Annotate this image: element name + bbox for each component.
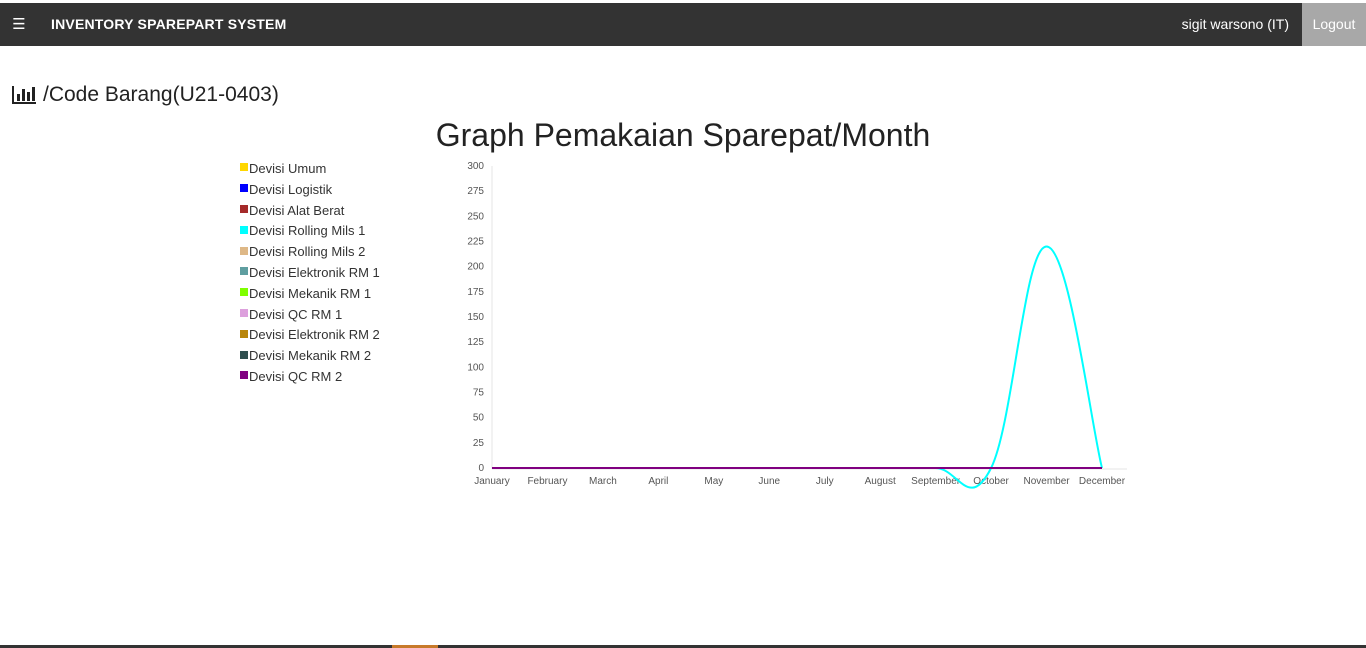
y-tick-label: 0 [478, 463, 484, 474]
y-tick-label: 300 [467, 161, 484, 172]
legend-item: Devisi QC RM 1 [240, 305, 380, 326]
legend-item: Devisi Umum [240, 159, 380, 180]
logout-button[interactable]: Logout [1302, 3, 1366, 46]
x-tick-label: December [1079, 476, 1126, 487]
x-tick-label: July [816, 476, 834, 487]
legend-swatch [240, 308, 248, 317]
x-tick-label: August [865, 476, 896, 487]
hamburger-menu-icon[interactable]: ☰ [12, 16, 26, 33]
legend-label: Devisi Alat Berat [249, 202, 345, 218]
user-name: sigit warsono (IT) [1181, 16, 1289, 32]
top-edge [0, 0, 1366, 3]
legend-item: Devisi QC RM 2 [240, 367, 380, 388]
x-tick-label: November [1023, 476, 1070, 487]
legend-item: Devisi Mekanik RM 1 [240, 284, 380, 305]
legend-swatch [240, 288, 248, 297]
y-tick-label: 125 [467, 337, 484, 348]
bar-chart-icon [12, 86, 36, 104]
y-tick-label: 250 [467, 211, 484, 222]
y-tick-label: 175 [467, 287, 484, 298]
x-tick-label: March [589, 476, 617, 487]
x-tick-label: June [758, 476, 780, 487]
legend-item: Devisi Rolling Mils 2 [240, 242, 380, 263]
legend-label: Devisi Mekanik RM 2 [249, 348, 372, 364]
legend-swatch [240, 246, 248, 255]
y-tick-label: 225 [467, 237, 484, 248]
x-tick-label: September [911, 476, 961, 487]
y-tick-label: 150 [467, 312, 484, 323]
legend-item: Devisi Elektronik RM 1 [240, 263, 380, 284]
legend-label: Devisi Elektronik RM 2 [249, 327, 380, 343]
y-tick-label: 275 [467, 186, 484, 197]
x-tick-label: April [648, 476, 668, 487]
legend-label: Devisi Rolling Mils 1 [249, 223, 366, 239]
x-tick-label: February [527, 476, 567, 487]
legend-item: Devisi Alat Berat [240, 201, 380, 222]
brand-title[interactable]: INVENTORY SPAREPART SYSTEM [51, 16, 287, 32]
legend-label: Devisi Logistik [249, 181, 333, 197]
legend-label: Devisi QC RM 1 [249, 306, 343, 322]
legend-label: Devisi Elektronik RM 1 [249, 264, 380, 280]
legend-label: Devisi Umum [249, 161, 327, 176]
legend-label: Devisi Rolling Mils 2 [249, 244, 366, 260]
legend-swatch [240, 184, 248, 193]
page-heading: /Code Barang(U21-0403) [11, 80, 279, 110]
legend-item: Devisi Elektronik RM 2 [240, 325, 380, 346]
y-tick-label: 100 [467, 362, 484, 373]
x-tick-label: October [973, 476, 1009, 487]
legend-swatch [240, 163, 248, 172]
legend-swatch [240, 204, 248, 213]
x-tick-label: January [474, 476, 510, 487]
y-tick-label: 50 [473, 413, 485, 424]
page-heading-text: /Code Barang(U21-0403) [43, 83, 279, 106]
legend-item: Devisi Mekanik RM 2 [240, 346, 380, 367]
legend-swatch [240, 225, 248, 234]
taskbar-edge [0, 645, 1366, 648]
legend-label: Devisi QC RM 2 [249, 368, 343, 384]
y-tick-label: 200 [467, 262, 484, 273]
chart-legend: Devisi Umum Devisi Logistik Devisi Alat Be… [240, 159, 380, 388]
legend-swatch [240, 267, 248, 276]
legend-label: Devisi Mekanik RM 1 [249, 285, 372, 301]
x-tick-label: May [704, 476, 723, 487]
legend-swatch [240, 329, 248, 338]
navbar: ☰ INVENTORY SPAREPART SYSTEM sigit warso… [0, 3, 1366, 46]
series-line [492, 245, 1103, 489]
legend-swatch [240, 350, 248, 359]
legend-swatch [240, 371, 248, 380]
legend-item: Devisi Rolling Mils 1 [240, 221, 380, 242]
taskbar-accent [392, 645, 438, 648]
chart-title: Graph Pemakaian Sparepat/Month [435, 117, 931, 153]
y-tick-label: 75 [473, 388, 485, 399]
y-tick-label: 25 [473, 438, 485, 449]
legend-item: Devisi Logistik [240, 180, 380, 201]
